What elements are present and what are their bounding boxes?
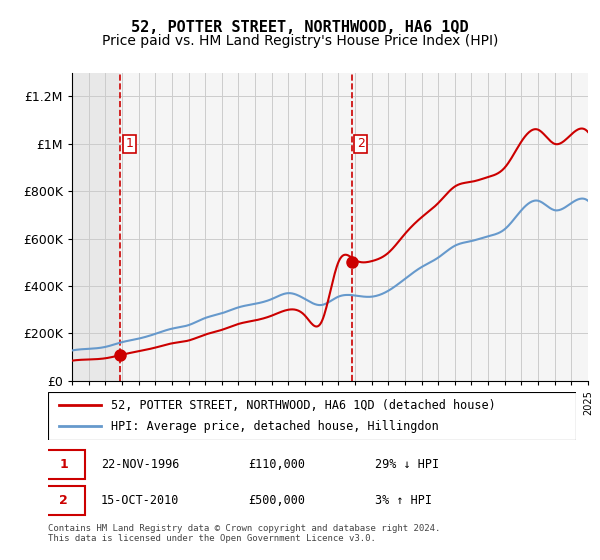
Text: 52, POTTER STREET, NORTHWOOD, HA6 1QD (detached house): 52, POTTER STREET, NORTHWOOD, HA6 1QD (d… xyxy=(112,399,496,412)
Text: 1: 1 xyxy=(59,458,68,470)
Bar xyxy=(72,73,120,381)
FancyBboxPatch shape xyxy=(43,486,85,515)
Text: £500,000: £500,000 xyxy=(248,494,305,507)
Text: 29% ↓ HPI: 29% ↓ HPI xyxy=(376,458,439,470)
Bar xyxy=(120,73,352,381)
Bar xyxy=(352,73,588,381)
Text: £110,000: £110,000 xyxy=(248,458,305,470)
Text: 1: 1 xyxy=(125,137,133,151)
FancyBboxPatch shape xyxy=(43,450,85,479)
Text: Contains HM Land Registry data © Crown copyright and database right 2024.
This d: Contains HM Land Registry data © Crown c… xyxy=(48,524,440,543)
Text: 2: 2 xyxy=(356,137,365,151)
Text: 3% ↑ HPI: 3% ↑ HPI xyxy=(376,494,433,507)
Text: 52, POTTER STREET, NORTHWOOD, HA6 1QD: 52, POTTER STREET, NORTHWOOD, HA6 1QD xyxy=(131,20,469,35)
Text: 15-OCT-2010: 15-OCT-2010 xyxy=(101,494,179,507)
Text: Price paid vs. HM Land Registry's House Price Index (HPI): Price paid vs. HM Land Registry's House … xyxy=(102,34,498,48)
Text: 22-NOV-1996: 22-NOV-1996 xyxy=(101,458,179,470)
Text: 2: 2 xyxy=(59,494,68,507)
Text: HPI: Average price, detached house, Hillingdon: HPI: Average price, detached house, Hill… xyxy=(112,420,439,433)
FancyBboxPatch shape xyxy=(48,392,576,440)
